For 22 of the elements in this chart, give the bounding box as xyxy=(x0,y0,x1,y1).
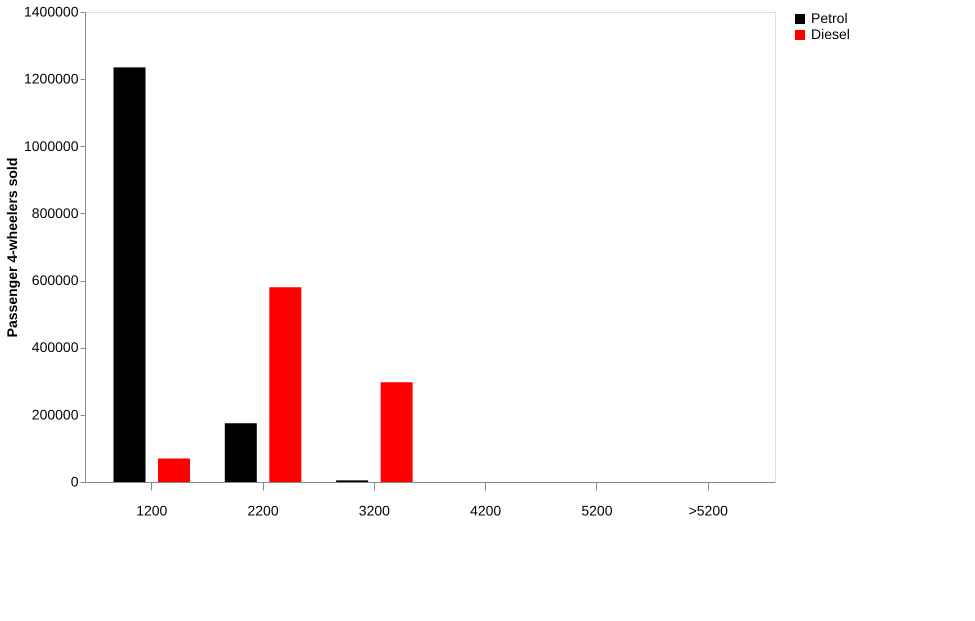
legend-label: Diesel xyxy=(811,26,850,42)
x-tick-label: 5200 xyxy=(581,502,613,518)
legend-label: Petrol xyxy=(811,10,848,26)
x-tick-label: >5200 xyxy=(688,502,728,518)
y-tick-label: 800000 xyxy=(32,204,79,221)
y-tick-label: 600000 xyxy=(32,272,79,288)
x-tick-label: 2200 xyxy=(247,502,279,518)
x-tick-label: 3200 xyxy=(358,502,390,518)
bar xyxy=(158,458,190,482)
x-tick-label: 4200 xyxy=(470,502,502,518)
y-axis-title: Passenger 4-wheelers sold xyxy=(4,158,20,338)
y-tick-label: 400000 xyxy=(32,339,79,356)
y-tick-label: 1400000 xyxy=(24,4,79,20)
y-tick-label: 1000000 xyxy=(24,138,79,154)
bar xyxy=(114,67,146,482)
y-tick-label: 1200000 xyxy=(24,70,79,87)
y-tick-label: 200000 xyxy=(32,406,79,422)
bar xyxy=(269,287,302,482)
y-tick-label: 0 xyxy=(70,474,79,490)
bar xyxy=(380,382,413,482)
bar xyxy=(224,423,257,482)
x-tick-label: 1200 xyxy=(136,502,168,518)
